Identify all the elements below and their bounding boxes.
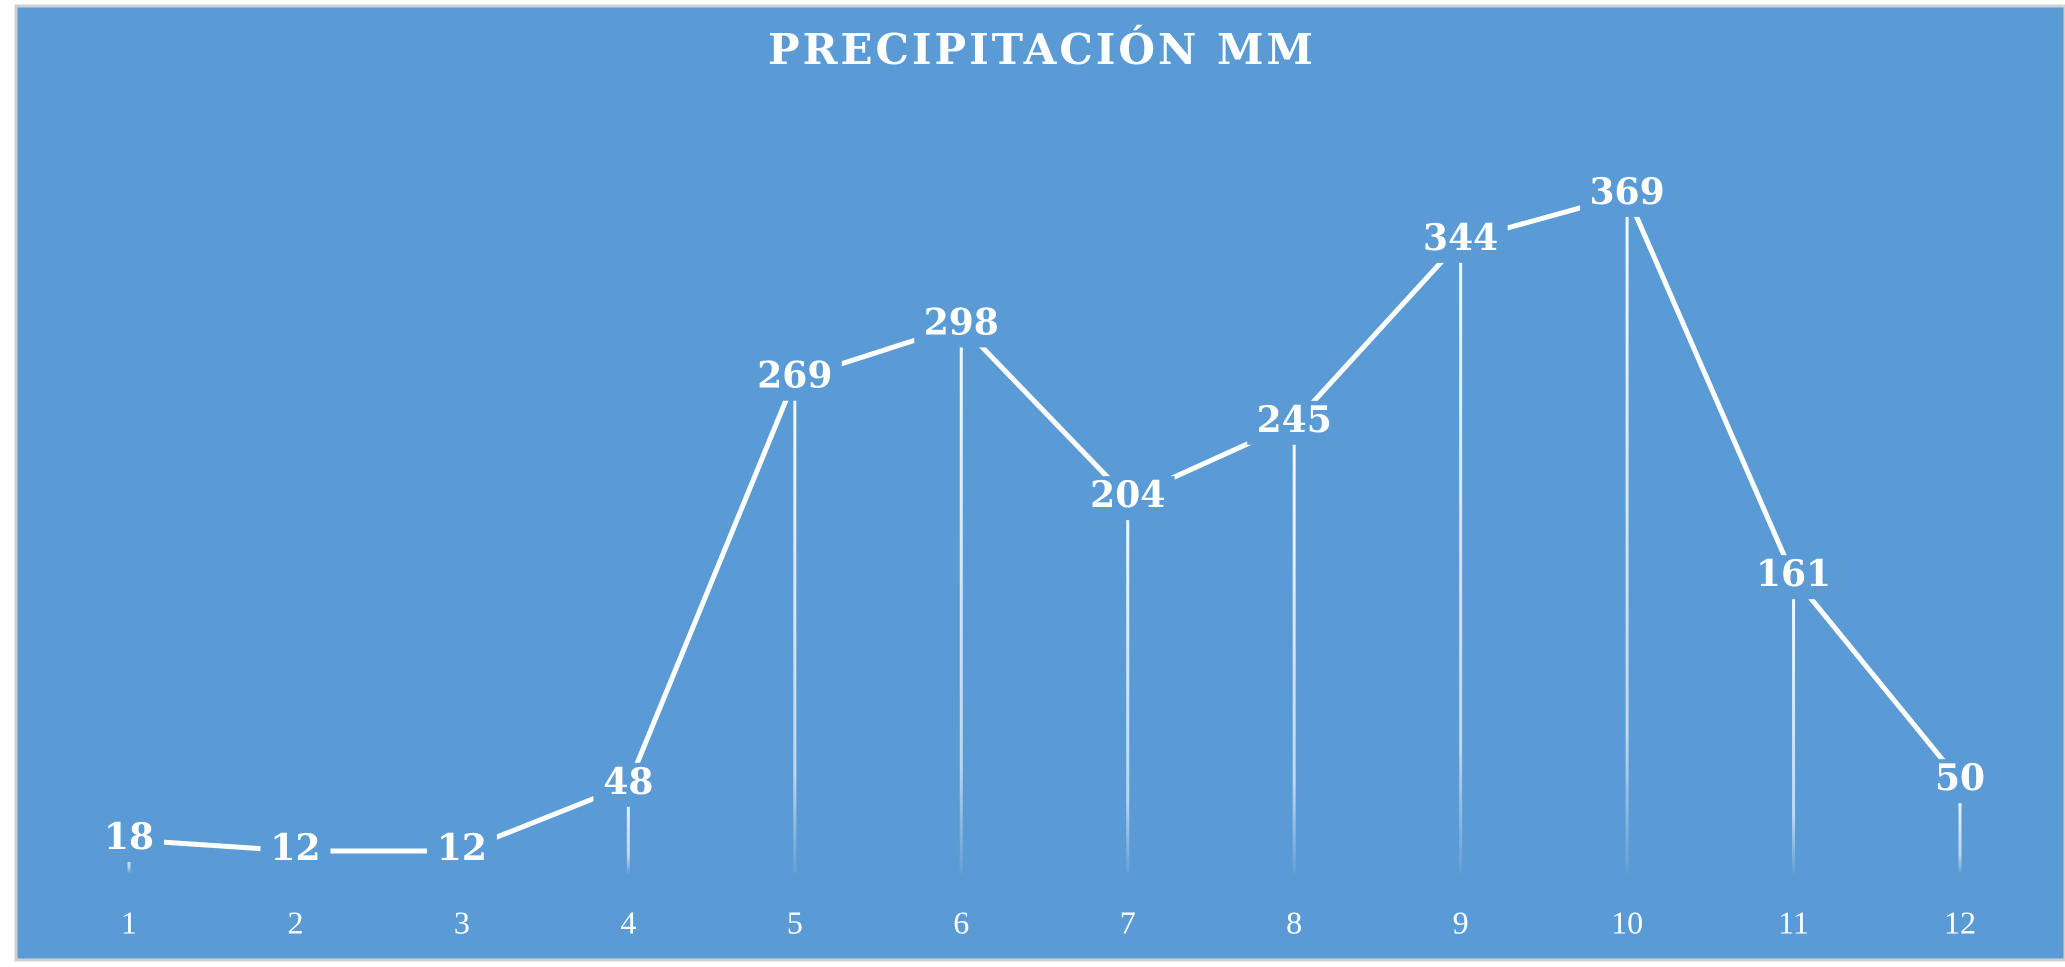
data-label: 298: [924, 301, 999, 343]
x-tick-label: 7: [1120, 904, 1136, 940]
data-label-background: [1746, 555, 1841, 600]
data-label-background: [593, 762, 664, 807]
x-tick-label: 12: [1944, 904, 1976, 940]
data-label: 50: [1935, 757, 1985, 799]
chart-title: PRECIPITACIÓN MM: [768, 24, 1316, 74]
x-tick-label: 9: [1453, 904, 1469, 940]
data-label: 204: [1090, 474, 1165, 516]
data-label-background: [1080, 476, 1175, 521]
data-label: 12: [270, 827, 320, 869]
data-label-background: [1247, 400, 1342, 445]
plot-background: [14, 4, 2065, 962]
x-tick-label: 5: [787, 904, 803, 940]
data-label-background: [914, 303, 1009, 348]
drop-line: [1126, 498, 1130, 873]
x-tick-label: 2: [287, 904, 303, 940]
x-tick-label: 10: [1611, 904, 1643, 940]
data-label: 48: [603, 761, 653, 803]
data-label-background: [747, 356, 842, 401]
data-label: 369: [1590, 171, 1665, 213]
x-tick-label: 4: [620, 904, 636, 940]
data-label: 161: [1756, 553, 1831, 595]
data-label-background: [1580, 172, 1675, 217]
drop-line: [1292, 422, 1296, 873]
x-tick-label: 3: [454, 904, 470, 940]
x-tick-label: 8: [1286, 904, 1302, 940]
x-tick-label: 11: [1778, 904, 1809, 940]
x-tick-label: 6: [953, 904, 969, 940]
drop-line: [959, 325, 963, 873]
data-label: 12: [437, 827, 487, 869]
drop-line: [1459, 240, 1463, 873]
data-label-background: [426, 828, 497, 873]
data-label-background: [260, 828, 331, 873]
data-label-background: [1925, 759, 1995, 804]
drop-line: [1792, 577, 1796, 873]
data-label-background: [94, 817, 164, 862]
drop-line: [793, 378, 797, 873]
drop-line: [1958, 781, 1962, 873]
data-label-background: [1413, 218, 1508, 263]
data-label: 344: [1423, 217, 1498, 259]
data-label: 245: [1257, 399, 1332, 441]
data-label: 269: [757, 355, 832, 397]
data-label: 18: [104, 816, 154, 858]
drop-line: [1625, 194, 1629, 873]
x-tick-label: 1: [121, 904, 137, 940]
drop-line: [626, 784, 630, 873]
